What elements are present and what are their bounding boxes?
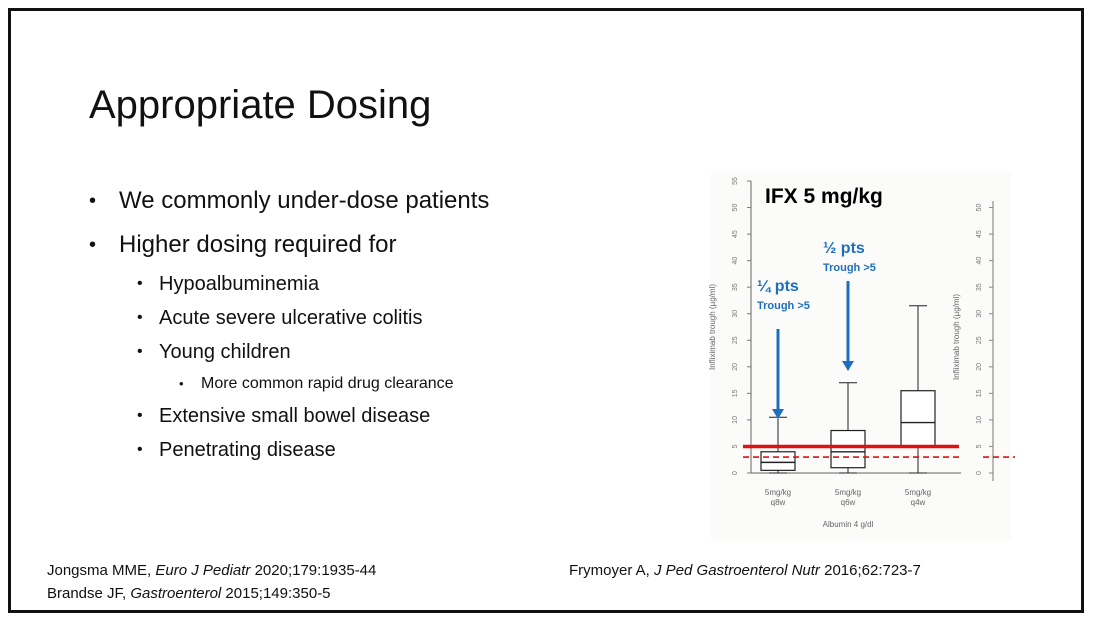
chart-title: IFX 5 mg/kg	[765, 185, 883, 208]
box-iqr	[900, 390, 936, 448]
y-tick-label: 10	[732, 416, 739, 424]
bullet-dot: •	[137, 309, 143, 326]
bullet-list: • We commonly under-dose patients • Higher …	[89, 179, 649, 467]
references-left: Jongsma MME, Euro J Pediatr 2020;179:193…	[47, 559, 376, 605]
bullet-item: • Higher dosing required for	[89, 223, 649, 267]
bullet-dot: •	[89, 234, 97, 256]
reference-citation: 2016;62:723-7	[819, 562, 921, 579]
x-category-label-sub: q4w	[911, 498, 926, 507]
annotation-sublabel: Trough >5	[823, 262, 876, 274]
annotation-arrow-head	[842, 361, 854, 371]
right-tick-label: 40	[976, 257, 983, 265]
bullet-item: • Hypoalbuminemia	[89, 267, 649, 301]
reference-author: Brandse JF,	[47, 585, 131, 602]
y-tick-label: 55	[732, 177, 739, 185]
y-axis-label: Infliximab trough (µg/ml)	[708, 284, 717, 370]
y-tick-label: 15	[732, 389, 739, 397]
slide: Appropriate Dosing • We commonly under-do…	[8, 8, 1084, 613]
annotation-label: ¼ pts	[757, 278, 799, 295]
bullet-dot: •	[137, 275, 143, 292]
bullet-item: • More common rapid drug clearance	[89, 369, 649, 399]
annotation-sublabel: Trough >5	[757, 300, 810, 312]
x-category-label: 5mg/kg	[765, 488, 791, 497]
reference-author: Frymoyer A,	[569, 562, 655, 579]
box-iqr	[830, 429, 866, 469]
y-tick-label: 5	[732, 444, 739, 448]
bullet-text: Higher dosing required for	[119, 231, 397, 258]
bullet-text: Extensive small bowel disease	[159, 405, 431, 427]
bullet-item: • Extensive small bowel disease	[89, 399, 649, 433]
right-tick-label: 35	[976, 283, 983, 291]
reference-author: Jongsma MME,	[47, 562, 156, 579]
bullet-dot: •	[137, 407, 143, 424]
y-tick-label: 20	[732, 363, 739, 371]
reference-line: Jongsma MME, Euro J Pediatr 2020;179:193…	[47, 559, 376, 582]
boxplot-svg: 0 5 10 15 20 25 30 35 40 45 50 55 0 5 10 15 20 25 30 35 40 45…	[708, 171, 1015, 541]
references-right: Frymoyer A, J Ped Gastroenterol Nutr 201…	[569, 559, 921, 582]
right-tick-label: 0	[976, 471, 983, 475]
annotation-arrow-head	[772, 409, 784, 419]
reference-citation: 2020;179:1935-44	[250, 562, 377, 579]
chart-background	[711, 171, 1011, 541]
right-tick-label: 50	[976, 204, 983, 212]
reference-journal: Euro J Pediatr	[155, 562, 251, 579]
bullet-text: Young children	[159, 341, 291, 363]
right-tick-label: 20	[976, 363, 983, 371]
y-tick-label: 30	[732, 310, 739, 318]
bullet-dot: •	[179, 376, 184, 391]
right-tick-label: 15	[976, 389, 983, 397]
bullet-text: Acute severe ulcerative colitis	[159, 307, 423, 329]
reference-citation: 2015;149:350-5	[221, 585, 331, 602]
right-tick-label: 5	[976, 444, 983, 448]
bullet-dot: •	[137, 343, 143, 360]
right-tick-label: 10	[976, 416, 983, 424]
bullet-dot: •	[89, 190, 97, 212]
right-tick-label: 45	[976, 230, 983, 238]
trough-boxplot: 0 5 10 15 20 25 30 35 40 45 50 55 0 5 10 15 20 25 30 35 40 45…	[701, 171, 1021, 541]
bullet-text: Hypoalbuminemia	[159, 273, 320, 295]
x-category-label-sub: q8w	[771, 498, 786, 507]
x-category-label-sub: q6w	[841, 498, 856, 507]
bullet-text: More common rapid drug clearance	[201, 375, 454, 392]
bullet-item: • We commonly under-dose patients	[89, 179, 649, 223]
y-tick-label: 40	[732, 257, 739, 265]
right-tick-label: 30	[976, 310, 983, 318]
bullet-item: • Acute severe ulcerative colitis	[89, 301, 649, 335]
y-tick-label: 0	[732, 471, 739, 475]
bullet-text: Penetrating disease	[159, 439, 336, 461]
right-y-axis-label: Infliximab trough (µg/ml)	[952, 294, 961, 380]
bullet-dot: •	[137, 441, 143, 458]
reference-line: Frymoyer A, J Ped Gastroenterol Nutr 201…	[569, 559, 921, 582]
reference-line: Brandse JF, Gastroenterol 2015;149:350-5	[47, 582, 376, 605]
box-iqr	[760, 451, 796, 471]
y-tick-label: 25	[732, 336, 739, 344]
bullet-item: • Young children	[89, 335, 649, 369]
x-axis-label: Albumin 4 g/dl	[823, 520, 874, 529]
right-tick-label: 25	[976, 336, 983, 344]
bullet-item: • Penetrating disease	[89, 433, 649, 467]
y-tick-label: 35	[732, 283, 739, 291]
slide-title: Appropriate Dosing	[89, 83, 432, 127]
reference-journal: Gastroenterol	[130, 585, 222, 602]
y-tick-label: 45	[732, 230, 739, 238]
reference-journal: J Ped Gastroenterol Nutr	[654, 562, 820, 579]
annotation-label: ½ pts	[823, 240, 865, 257]
bullet-text: We commonly under-dose patients	[119, 187, 490, 214]
x-category-label: 5mg/kg	[905, 488, 931, 497]
y-tick-label: 50	[732, 204, 739, 212]
x-category-label: 5mg/kg	[835, 488, 861, 497]
